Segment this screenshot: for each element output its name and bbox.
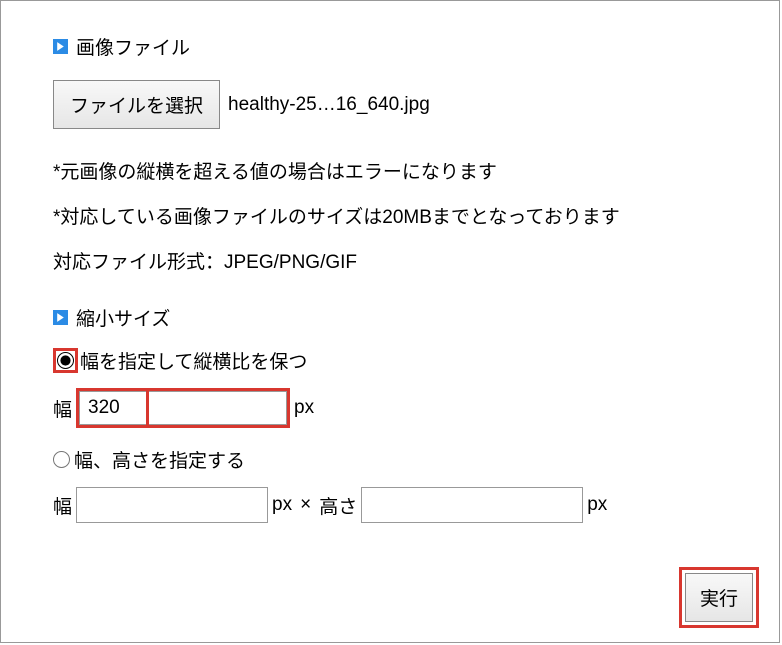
section-image-file-header: 画像ファイル (53, 33, 751, 60)
note-max-filesize: *対応している画像ファイルのサイズは20MBまでとなっております (53, 202, 751, 229)
choose-file-button[interactable]: ファイルを選択 (53, 80, 220, 129)
px-label-1: px (294, 397, 314, 419)
radio-width-height[interactable] (53, 451, 70, 468)
height-input[interactable] (361, 487, 583, 523)
note-size-error: *元画像の縦横を超える値の場合はエラーになります (53, 157, 751, 184)
highlight-width-input (76, 388, 290, 428)
highlight-radio-aspect (53, 348, 78, 373)
arrow-right-icon (53, 39, 68, 54)
radio-row-aspect: 幅を指定して縦横比を保つ (53, 347, 751, 374)
width-input-aspect[interactable] (79, 391, 287, 425)
file-selector-row: ファイルを選択 healthy-25…16_640.jpg (53, 80, 751, 129)
px-label-3: px (587, 494, 607, 516)
px-label-2: px (272, 494, 292, 516)
width-input-both[interactable] (76, 487, 268, 523)
height-label: 高さ (319, 492, 357, 519)
section-resize-header: 縮小サイズ (53, 304, 751, 331)
section-image-file-title: 画像ファイル (76, 33, 190, 60)
highlight-exec-button: 実行 (679, 567, 759, 628)
note-formats: 対応ファイル形式：JPEG/PNG/GIF (53, 247, 751, 274)
times-label: × (300, 494, 311, 516)
width-label-2: 幅 (53, 492, 72, 519)
section-resize-title: 縮小サイズ (76, 304, 170, 331)
execute-button[interactable]: 実行 (685, 573, 753, 622)
form-panel: 画像ファイル ファイルを選択 healthy-25…16_640.jpg *元画… (0, 0, 780, 643)
width-height-row: 幅 px × 高さ px (53, 487, 751, 523)
arrow-right-icon (53, 310, 68, 325)
selected-filename: healthy-25…16_640.jpg (228, 94, 430, 116)
width-label-1: 幅 (53, 395, 72, 422)
radio-keep-aspect-label: 幅を指定して縦横比を保つ (80, 347, 307, 374)
width-only-row: 幅 px (53, 388, 751, 428)
radio-width-height-label: 幅、高さを指定する (74, 446, 245, 473)
radio-row-both: 幅、高さを指定する (53, 446, 751, 473)
radio-keep-aspect[interactable] (57, 352, 74, 369)
